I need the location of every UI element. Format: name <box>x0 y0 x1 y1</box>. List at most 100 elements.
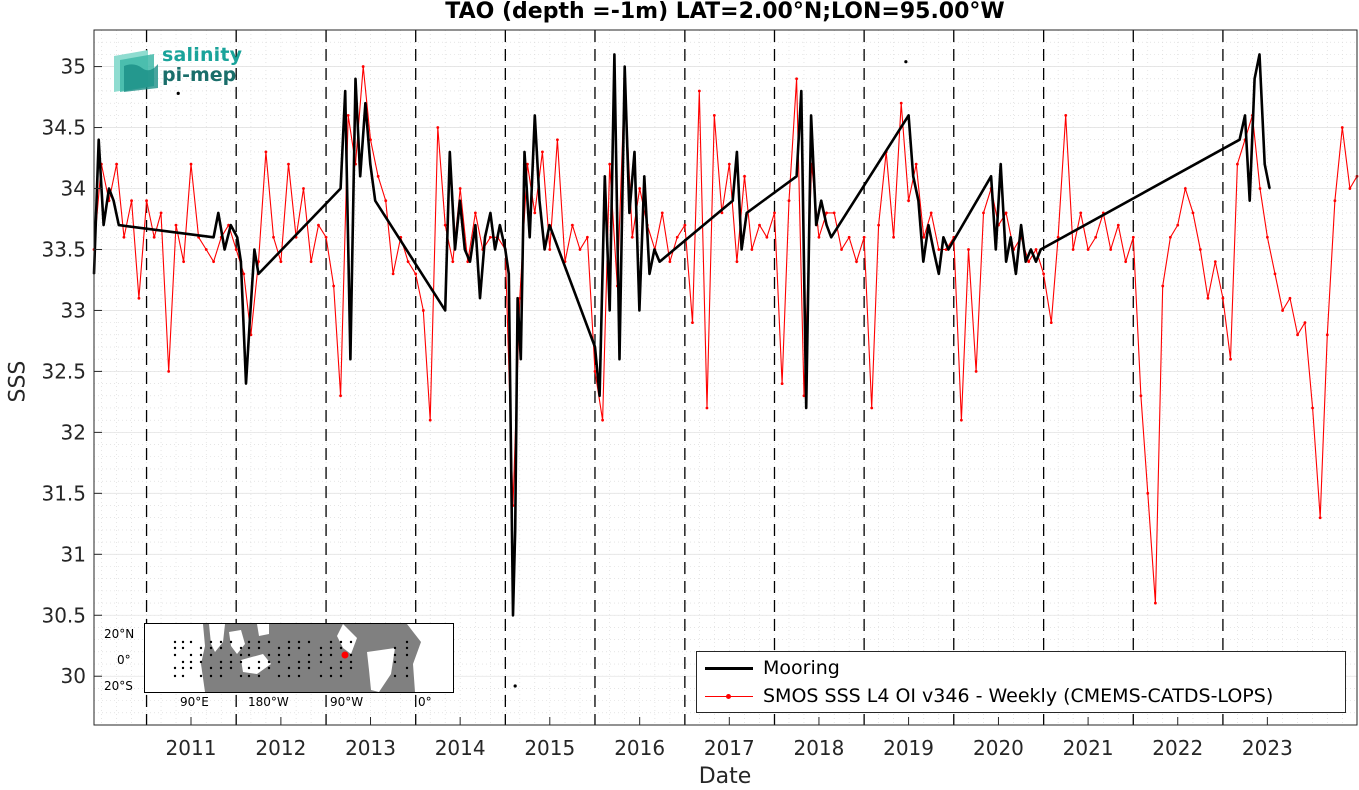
buoy-dot <box>199 674 203 678</box>
buoy-dot <box>181 646 185 650</box>
data-point-smos <box>324 235 328 239</box>
buoy-dot <box>405 653 409 657</box>
data-point-smos <box>272 235 275 239</box>
data-point-mooring <box>1024 260 1027 263</box>
buoy-dot <box>329 674 333 678</box>
data-point-smos <box>1153 601 1157 605</box>
buoy-dot <box>257 646 261 650</box>
y-tick-label: 34 <box>61 177 86 201</box>
buoy-dot <box>393 660 397 664</box>
data-point-mooring <box>229 224 232 226</box>
buoy-dot <box>247 666 251 670</box>
data-point-smos <box>593 370 597 373</box>
buoy-dot <box>229 653 233 657</box>
data-point-mooring <box>512 614 514 617</box>
data-point-smos <box>1183 187 1187 190</box>
buoy-dot <box>247 640 251 644</box>
data-point-smos <box>795 77 798 81</box>
data-point-smos <box>1049 321 1053 325</box>
buoy-dot <box>405 640 409 644</box>
y-tick-label: 30 <box>61 664 86 688</box>
data-point-mooring <box>999 163 1002 166</box>
data-point-smos <box>630 235 634 239</box>
data-point-mooring <box>102 224 105 226</box>
buoy-dot <box>173 674 177 678</box>
buoy-dot <box>239 653 243 657</box>
y-tick-label: 33.5 <box>41 237 86 261</box>
x-tick-label: 2018 <box>793 736 844 760</box>
buoy-dot <box>297 674 301 678</box>
data-point-mooring <box>618 358 621 361</box>
data-point-smos <box>1296 333 1299 337</box>
buoy-dot <box>339 660 343 664</box>
buoy-dot <box>181 640 185 644</box>
buoy-dot <box>181 674 185 678</box>
data-point-smos <box>773 211 776 215</box>
data-point-smos <box>1198 248 1202 251</box>
buoy-dot <box>239 646 243 650</box>
data-point-mooring <box>653 248 656 251</box>
buoy-dot <box>209 674 213 678</box>
buoy-dot <box>393 646 397 650</box>
data-point-smos <box>840 248 843 251</box>
data-point-mooring <box>990 175 992 178</box>
data-point-smos <box>533 211 537 215</box>
buoy-dot <box>329 666 333 670</box>
data-point-smos <box>660 211 664 215</box>
data-point-smos <box>212 260 215 264</box>
data-point-smos <box>1348 187 1352 190</box>
data-point-smos <box>683 223 687 227</box>
data-point-smos <box>675 235 679 239</box>
buoy-dot <box>339 646 343 650</box>
plot-area <box>94 30 1357 725</box>
data-point-smos <box>750 248 754 251</box>
data-point-smos <box>705 406 709 410</box>
data-point-mooring <box>942 236 945 239</box>
data-point-smos <box>1086 248 1090 251</box>
data-point-mooring <box>245 382 247 385</box>
legend-swatch-mooring <box>705 666 753 670</box>
buoy-dot <box>329 640 333 644</box>
outlier-point <box>513 684 517 688</box>
data-point-smos <box>1146 491 1150 495</box>
data-point-mooring <box>1258 53 1261 56</box>
wave-logo-icon <box>114 50 158 92</box>
data-point-mooring <box>1009 236 1012 239</box>
buoy-dot <box>267 640 271 644</box>
data-point-smos <box>1079 211 1083 215</box>
data-point-smos <box>899 101 903 105</box>
data-point-smos <box>1236 162 1239 166</box>
buoy-dot <box>297 660 301 664</box>
data-point-mooring <box>454 248 456 251</box>
data-point-smos <box>914 162 918 166</box>
data-point-smos <box>787 199 791 203</box>
data-point-mooring <box>538 199 541 202</box>
data-point-smos <box>1221 296 1225 300</box>
data-point-smos <box>1229 357 1232 361</box>
data-point-mooring <box>598 394 601 397</box>
buoy-dot <box>257 674 261 678</box>
data-point-mooring <box>253 248 256 251</box>
data-point-smos <box>548 248 552 251</box>
data-point-smos <box>1303 321 1307 325</box>
data-point-smos <box>712 113 716 117</box>
data-point-smos <box>458 187 462 190</box>
data-point-smos <box>242 272 246 276</box>
data-point-mooring <box>339 187 342 190</box>
data-point-smos <box>204 248 208 251</box>
data-point-mooring <box>528 236 531 239</box>
buoy-dot <box>209 666 213 670</box>
buoy-dot <box>329 646 333 650</box>
data-point-smos <box>130 199 133 203</box>
buoy-dot <box>219 646 223 650</box>
data-point-smos <box>473 211 477 215</box>
data-point-mooring <box>514 529 517 531</box>
data-point-smos <box>862 235 866 239</box>
buoy-dot <box>277 646 281 650</box>
data-point-mooring <box>444 309 447 312</box>
data-point-mooring <box>548 224 551 226</box>
data-point-smos <box>227 223 230 227</box>
data-point-smos <box>974 370 978 373</box>
